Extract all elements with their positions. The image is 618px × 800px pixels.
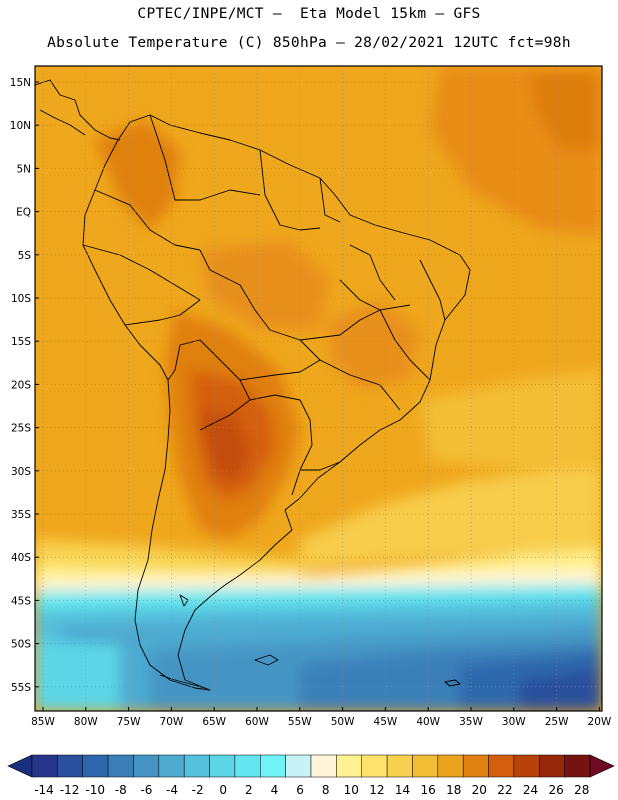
colorbar-swatch (82, 754, 109, 778)
colorbar-label: -8 (115, 783, 127, 797)
lat-tick-label: 40S (11, 552, 31, 564)
lat-tick-label: 35S (11, 509, 31, 521)
lat-tick-label: 5N (16, 163, 31, 175)
lon-tick-label: 70W (160, 716, 184, 728)
colorbar-label: 18 (446, 783, 461, 797)
lon-tick-label: 65W (202, 716, 226, 728)
colorbar-label: 6 (296, 783, 304, 797)
temperature-field (35, 66, 602, 711)
lat-tick-label: EQ (16, 207, 31, 219)
lat-tick-label: 50S (11, 639, 31, 651)
colorbar-label: -10 (85, 783, 105, 797)
colorbar-swatch (158, 754, 185, 778)
lon-tick-label: 60W (245, 716, 269, 728)
lat-tick-label: 45S (11, 595, 31, 607)
colorbar-label: 22 (497, 783, 512, 797)
colorbar-swatch (234, 754, 261, 778)
colorbar-label: -12 (60, 783, 80, 797)
colorbar-label: 24 (523, 783, 538, 797)
colorbar-swatch (57, 754, 83, 778)
lat-tick-label: 10S (11, 293, 31, 305)
colorbar-swatch (539, 754, 565, 778)
colorbar-label: -2 (192, 783, 204, 797)
colorbar-label: 4 (271, 783, 279, 797)
colorbar-over-arrow (589, 754, 615, 778)
longitude-ticks: 85W 80W 75W 70W 65W 60W 55W 50W 45W 40W 35W 30W 25W 2… (31, 707, 612, 728)
lat-tick-label: 15S (11, 336, 31, 348)
colorbar-label: 10 (344, 783, 359, 797)
lat-lon-grid (35, 66, 602, 711)
lon-tick-label: 80W (74, 716, 98, 728)
colorbar-swatch (513, 754, 540, 778)
latitude-ticks: 15N 10N 5N EQ 5S 10S 15S 20S 25S 30S 35S 40S 45S 50S 5… (10, 77, 39, 694)
coastlines-borders (35, 79, 471, 691)
lon-tick-label: 50W (331, 716, 355, 728)
lon-tick-label: 75W (117, 716, 141, 728)
map-title: CPTEC/INPE/MCT – Eta Model 15km – GFS (137, 6, 481, 22)
colorbar-swatch (310, 754, 337, 778)
colorbar-label: 16 (420, 783, 435, 797)
colorbar-under-arrow (7, 754, 33, 778)
colorbar-swatch (336, 754, 362, 778)
colorbar-label: 2 (245, 783, 253, 797)
colorbar-swatch (462, 754, 489, 778)
lon-tick-label: 45W (374, 716, 398, 728)
colorbar-label: -14 (34, 783, 54, 797)
colorbar: -14 -12 -10 -8 -6 -4 -2 0 2 4 6 8 10 12 14 16 18 20 22 24 26… (7, 754, 615, 797)
lon-tick-label: 40W (416, 716, 440, 728)
colorbar-swatch (361, 754, 388, 778)
colorbar-label: 12 (369, 783, 384, 797)
colorbar-swatch (488, 754, 515, 778)
colorbar-label: 0 (219, 783, 227, 797)
lon-tick-label: 30W (502, 716, 526, 728)
lat-tick-label: 55S (11, 682, 31, 694)
lon-tick-label: 55W (288, 716, 312, 728)
colorbar-swatch (183, 754, 210, 778)
lon-tick-label: 25W (545, 716, 569, 728)
colorbar-swatch (209, 754, 236, 778)
colorbar-label: 20 (472, 783, 487, 797)
lat-tick-label: 30S (11, 466, 31, 478)
map-subtitle: Absolute Temperature (C) 850hPa – 28/02/… (47, 35, 571, 51)
colorbar-swatch (31, 754, 58, 778)
lat-tick-label: 10N (10, 120, 31, 132)
lon-tick-label: 35W (459, 716, 483, 728)
lat-tick-label: 5S (18, 250, 32, 262)
colorbar-label: 8 (322, 783, 330, 797)
colorbar-label: 14 (395, 783, 410, 797)
colorbar-swatch (386, 754, 413, 778)
colorbar-swatch (260, 754, 286, 778)
colorbar-swatch (437, 754, 464, 778)
map-frame (34, 65, 603, 712)
colorbar-swatch (412, 754, 439, 778)
colorbar-swatch (564, 754, 591, 778)
colorbar-label: -4 (166, 783, 178, 797)
lat-tick-label: 25S (11, 423, 31, 435)
colorbar-swatch (107, 754, 134, 778)
colorbar-label: 26 (549, 783, 564, 797)
lat-tick-label: 20S (11, 379, 31, 391)
lon-tick-label: 85W (31, 716, 55, 728)
colorbar-label: 28 (574, 783, 589, 797)
lat-tick-label: 15N (10, 77, 31, 89)
colorbar-swatch (285, 754, 312, 778)
colorbar-swatch (133, 754, 160, 778)
lon-tick-label: 20W (588, 716, 612, 728)
colorbar-label: -6 (140, 783, 152, 797)
